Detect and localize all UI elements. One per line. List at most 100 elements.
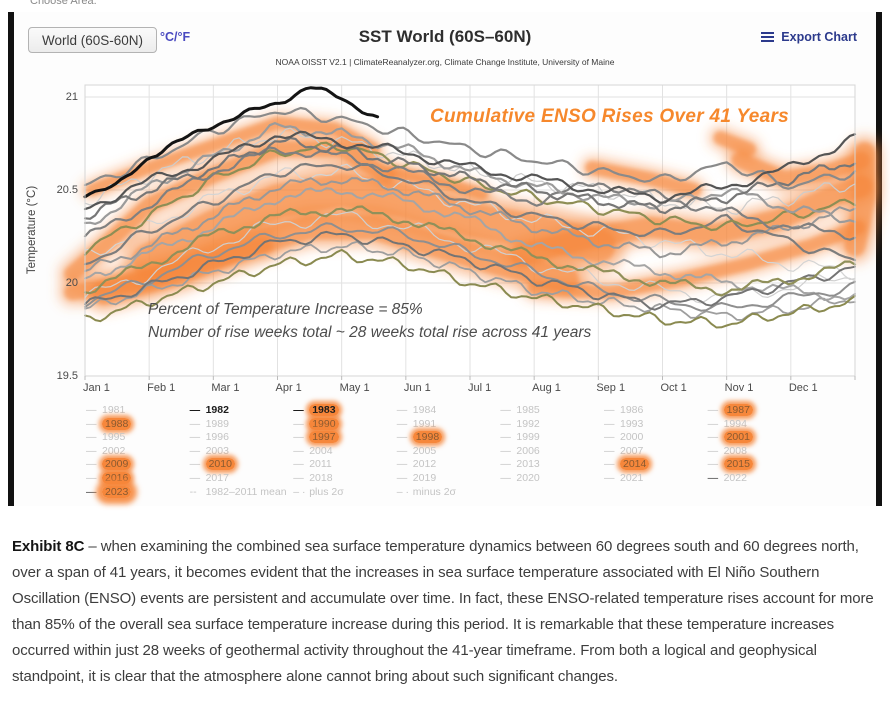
legend-dash: — bbox=[86, 444, 97, 457]
legend-year-2009[interactable]: — 2009 bbox=[86, 458, 132, 471]
exhibit-caption-lead: Exhibit 8C bbox=[12, 538, 85, 555]
legend-year-2015[interactable]: — 2015 bbox=[708, 458, 753, 471]
legend-year-2014[interactable]: — 2014 bbox=[604, 458, 650, 471]
legend-year-1993[interactable]: — 1993 bbox=[604, 418, 643, 430]
legend-year-1986[interactable]: — 1986 bbox=[604, 404, 643, 416]
legend-year-1984[interactable]: — 1984 bbox=[397, 404, 436, 416]
x-tick-oct-1: Oct 1 bbox=[660, 382, 687, 394]
legend-dash: — bbox=[293, 458, 304, 471]
legend-dash: — bbox=[604, 458, 615, 471]
legend-dash: — bbox=[500, 431, 511, 444]
legend-year-2013[interactable]: — 2013 bbox=[500, 458, 539, 470]
legend-year-2002[interactable]: — 2002 bbox=[86, 445, 125, 457]
series-2023 bbox=[83, 86, 380, 199]
year-lines bbox=[83, 86, 857, 329]
legend-year-2007[interactable]: — 2007 bbox=[604, 445, 643, 457]
legend-year-2003[interactable]: — 2003 bbox=[190, 445, 229, 457]
legend-dash: — bbox=[500, 458, 511, 471]
legend-year-2021[interactable]: — 2021 bbox=[604, 472, 643, 484]
legend-dash: — bbox=[707, 472, 719, 484]
legend-year-2010[interactable]: — 2010 bbox=[190, 458, 235, 471]
legend-year-1991[interactable]: — 1991 bbox=[397, 418, 436, 430]
legend-year-1987[interactable]: — 1987 bbox=[708, 404, 753, 416]
legend-year-1997[interactable]: — 1997 bbox=[293, 431, 339, 444]
legend-year-1995[interactable]: — 1995 bbox=[86, 431, 125, 443]
legend-minus-2σ[interactable]: – · minus 2σ bbox=[397, 486, 456, 498]
legend-year-1994[interactable]: — 1994 bbox=[708, 418, 747, 430]
legend-dash: — bbox=[189, 431, 201, 444]
legend-year-2008[interactable]: — 2008 bbox=[708, 445, 747, 457]
legend-label: 1987 bbox=[723, 404, 753, 416]
legend-year-2001[interactable]: — 2001 bbox=[707, 431, 753, 444]
series-2022 bbox=[83, 130, 857, 211]
legend-dash: — bbox=[293, 417, 304, 430]
legend-year-1998[interactable]: — 1998 bbox=[396, 431, 443, 444]
legend-label: 2009 bbox=[102, 458, 132, 471]
legend-dash: — bbox=[396, 472, 408, 484]
legend-dash: — bbox=[189, 472, 201, 484]
legend-year-1989[interactable]: — 1989 bbox=[190, 418, 229, 430]
legend-dash: — bbox=[86, 458, 97, 471]
legend-year-1982[interactable]: — 1982 bbox=[190, 404, 229, 416]
legend-year-2005[interactable]: — 2005 bbox=[397, 445, 436, 457]
legend-year-2019[interactable]: — 2019 bbox=[397, 472, 436, 484]
legend-year-2011[interactable]: — 2011 bbox=[293, 458, 332, 470]
legend-label: 2016 bbox=[102, 472, 132, 484]
legend-year-1983[interactable]: — 1983 bbox=[293, 404, 339, 416]
legend-label: 2022 bbox=[723, 472, 747, 484]
legend-year-1992[interactable]: — 1992 bbox=[500, 418, 539, 430]
export-chart-button[interactable]: Export Chart bbox=[761, 30, 857, 44]
legend-year-1981[interactable]: — 1981 bbox=[86, 404, 125, 416]
legend-dash: — bbox=[86, 485, 97, 498]
series-year-line-high-1 bbox=[83, 122, 857, 225]
legend-year-2004[interactable]: — 2004 bbox=[293, 445, 332, 457]
chart-subtitle: NOAA OISST V2.1 | ClimateReanalyzer.org,… bbox=[275, 57, 615, 67]
series-olive-year-line-low bbox=[84, 248, 856, 329]
legend-dash: — bbox=[396, 431, 408, 444]
legend-year-1988[interactable]: — 1988 bbox=[86, 417, 132, 430]
x-tick-may-1: May 1 bbox=[339, 382, 370, 394]
y-tick-19.5: 19.5 bbox=[56, 370, 78, 382]
legend-1982-2011-mean[interactable]: -- 1982–2011 mean bbox=[190, 486, 287, 498]
legend-label: 2013 bbox=[516, 458, 540, 471]
x-tick-apr-1: Apr 1 bbox=[275, 382, 302, 394]
legend-dash: — bbox=[707, 431, 719, 444]
unit-toggle[interactable]: °C/°F bbox=[160, 30, 191, 44]
y-tick-21: 21 bbox=[65, 91, 78, 103]
legend-dash: — bbox=[86, 404, 97, 416]
legend-label: 1985 bbox=[516, 404, 540, 416]
legend-year-1996[interactable]: — 1996 bbox=[190, 431, 229, 443]
legend-dash: — bbox=[604, 444, 615, 457]
legend-year-2018[interactable]: — 2018 bbox=[293, 472, 332, 484]
legend-year-2006[interactable]: — 2006 bbox=[500, 445, 539, 457]
legend-label: 2001 bbox=[723, 431, 753, 444]
legend-year-2000[interactable]: — 2000 bbox=[604, 431, 643, 443]
series-olive-year-line-mid bbox=[83, 205, 857, 297]
legend-dash: – · bbox=[396, 485, 410, 498]
legend-year-2017[interactable]: — 2017 bbox=[190, 472, 229, 484]
legend-plus-2σ[interactable]: – · plus 2σ bbox=[293, 486, 344, 498]
x-tick-dec-1: Dec 1 bbox=[788, 382, 818, 394]
y-tick-20.5: 20.5 bbox=[56, 184, 78, 196]
legend-label: 2012 bbox=[412, 458, 437, 471]
legend-dash: — bbox=[604, 431, 615, 444]
legend-label: 2000 bbox=[620, 431, 644, 444]
legend-dash: — bbox=[604, 472, 615, 484]
legend-year-2012[interactable]: — 2012 bbox=[397, 458, 436, 470]
legend-year-1999[interactable]: — 1999 bbox=[500, 431, 539, 443]
legend-year-2016[interactable]: — 2016 bbox=[86, 472, 132, 484]
legend-year-2022[interactable]: — 2022 bbox=[708, 472, 747, 484]
legend-year-1990[interactable]: — 1990 bbox=[293, 417, 339, 430]
legend-dash: — bbox=[189, 444, 201, 457]
series-year-line-low-4 bbox=[84, 230, 856, 311]
legend-year-2023[interactable]: — 2023 bbox=[86, 485, 132, 498]
legend-label: 2023 bbox=[102, 485, 132, 498]
area-select-button[interactable]: World (60S-60N) bbox=[28, 27, 158, 53]
legend-label: 2017 bbox=[205, 472, 229, 484]
choose-area-label: Choose Area: bbox=[30, 0, 97, 7]
chart-canvas bbox=[59, 84, 882, 380]
legend-year-2020[interactable]: — 2020 bbox=[500, 472, 539, 484]
percent-increase-annotation: Percent of Temperature Increase = 85% bbox=[148, 301, 423, 318]
legend-dash: — bbox=[500, 444, 511, 457]
legend-year-1985[interactable]: — 1985 bbox=[500, 404, 539, 416]
